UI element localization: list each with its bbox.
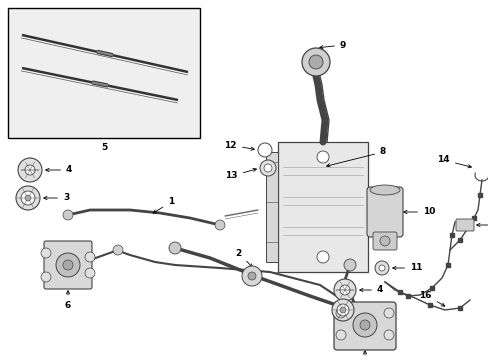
Circle shape bbox=[56, 253, 80, 277]
Circle shape bbox=[242, 266, 262, 286]
FancyBboxPatch shape bbox=[44, 241, 92, 289]
Ellipse shape bbox=[369, 185, 399, 195]
Circle shape bbox=[85, 268, 95, 278]
Circle shape bbox=[308, 55, 323, 69]
Circle shape bbox=[264, 164, 271, 172]
Circle shape bbox=[113, 245, 123, 255]
Circle shape bbox=[18, 158, 42, 182]
Text: 11: 11 bbox=[392, 264, 422, 273]
Text: 4: 4 bbox=[359, 285, 383, 294]
Circle shape bbox=[335, 330, 346, 340]
FancyBboxPatch shape bbox=[455, 219, 473, 231]
Text: 6: 6 bbox=[65, 291, 71, 310]
Circle shape bbox=[378, 265, 384, 271]
FancyBboxPatch shape bbox=[333, 302, 395, 350]
Text: 12: 12 bbox=[224, 140, 254, 150]
Bar bbox=[265, 152, 278, 262]
Text: 3: 3 bbox=[357, 306, 381, 315]
Circle shape bbox=[331, 299, 353, 321]
Text: 9: 9 bbox=[319, 40, 346, 49]
Text: 14: 14 bbox=[436, 156, 470, 168]
Text: 13: 13 bbox=[225, 168, 256, 180]
Text: 16: 16 bbox=[419, 291, 444, 306]
Circle shape bbox=[359, 320, 369, 330]
Circle shape bbox=[352, 313, 376, 337]
Circle shape bbox=[169, 242, 181, 254]
Bar bbox=[278, 142, 367, 272]
Circle shape bbox=[85, 252, 95, 262]
Text: 3: 3 bbox=[43, 194, 69, 202]
Text: 1: 1 bbox=[153, 198, 174, 213]
Circle shape bbox=[260, 160, 275, 176]
Circle shape bbox=[383, 308, 393, 318]
Text: 15: 15 bbox=[476, 220, 488, 230]
Circle shape bbox=[16, 186, 40, 210]
FancyBboxPatch shape bbox=[366, 187, 402, 237]
Circle shape bbox=[343, 259, 355, 271]
Circle shape bbox=[63, 260, 73, 270]
Circle shape bbox=[25, 195, 31, 201]
Circle shape bbox=[383, 330, 393, 340]
Circle shape bbox=[21, 191, 35, 205]
Circle shape bbox=[316, 151, 328, 163]
Text: 5: 5 bbox=[101, 143, 107, 152]
Circle shape bbox=[302, 48, 329, 76]
Circle shape bbox=[215, 220, 224, 230]
Circle shape bbox=[335, 308, 346, 318]
Circle shape bbox=[374, 261, 388, 275]
Circle shape bbox=[63, 210, 73, 220]
Circle shape bbox=[247, 272, 256, 280]
Circle shape bbox=[339, 285, 349, 295]
Circle shape bbox=[338, 302, 350, 314]
Circle shape bbox=[333, 279, 355, 301]
Bar bbox=[8, 8, 200, 138]
Circle shape bbox=[379, 236, 389, 246]
Circle shape bbox=[25, 165, 35, 175]
Text: 7: 7 bbox=[361, 351, 367, 360]
Circle shape bbox=[336, 304, 348, 316]
Circle shape bbox=[41, 248, 51, 258]
Circle shape bbox=[339, 307, 346, 313]
FancyBboxPatch shape bbox=[372, 232, 396, 250]
Text: 2: 2 bbox=[235, 248, 252, 267]
Circle shape bbox=[41, 272, 51, 282]
Text: 10: 10 bbox=[403, 207, 434, 216]
Text: 4: 4 bbox=[45, 166, 72, 175]
Text: 8: 8 bbox=[326, 148, 386, 167]
Circle shape bbox=[258, 143, 271, 157]
Circle shape bbox=[316, 251, 328, 263]
